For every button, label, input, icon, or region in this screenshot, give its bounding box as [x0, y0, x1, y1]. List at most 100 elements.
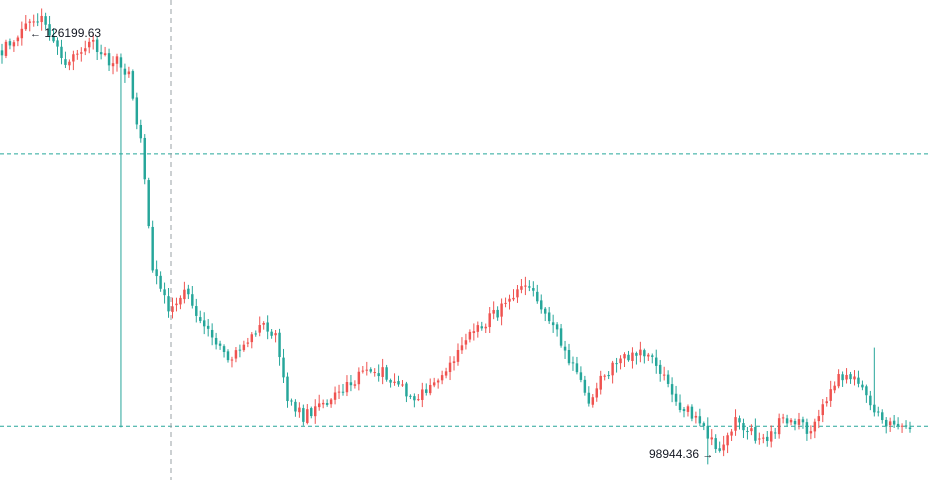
candle — [191, 285, 194, 309]
candle-body — [202, 320, 206, 327]
candle — [476, 321, 480, 338]
candle-body — [218, 343, 222, 346]
candle — [179, 295, 182, 310]
candle — [64, 51, 67, 69]
candle — [670, 377, 674, 403]
candle — [369, 367, 372, 374]
candle-body — [805, 422, 809, 434]
candle-body — [480, 326, 484, 329]
candle-body — [563, 346, 567, 351]
candle — [103, 46, 107, 57]
candle — [540, 294, 543, 314]
low-price-label: 98944.36 — [649, 447, 700, 461]
candle-body — [151, 226, 154, 271]
candle — [655, 349, 658, 374]
candle — [853, 370, 856, 386]
candle-body — [123, 68, 127, 75]
candle — [4, 39, 8, 59]
candle-body — [417, 399, 420, 401]
candle — [72, 50, 75, 71]
candle-body — [317, 403, 321, 408]
candle — [266, 315, 269, 340]
candle-body — [329, 399, 333, 405]
candle — [56, 37, 59, 55]
candle-body — [793, 420, 797, 425]
candle — [607, 371, 610, 380]
candle-body — [615, 363, 618, 365]
candle-body — [520, 286, 523, 290]
candle-body — [484, 326, 487, 329]
candle — [254, 330, 257, 337]
candle-body — [294, 401, 297, 412]
candle — [91, 34, 95, 50]
candle — [361, 365, 365, 374]
candle-body — [405, 383, 408, 397]
candle-body — [270, 331, 273, 336]
candle-body — [425, 389, 428, 393]
candle — [302, 404, 305, 426]
candle-body — [199, 317, 202, 321]
high-marker-arrow: ← — [30, 28, 41, 40]
candle — [734, 409, 737, 436]
candle — [218, 340, 222, 350]
candle — [532, 281, 535, 297]
candle — [80, 47, 83, 62]
candle-body — [337, 391, 341, 393]
candle-body — [532, 288, 535, 291]
candle-body — [496, 309, 499, 318]
candle — [163, 282, 166, 304]
candle-body — [579, 372, 583, 380]
candle-body — [290, 400, 293, 402]
candle-body — [314, 406, 317, 417]
candle-body — [762, 437, 765, 439]
candle — [230, 356, 234, 368]
candle — [250, 332, 254, 349]
candle-body — [896, 423, 900, 427]
candle-body — [722, 444, 725, 451]
candle-body — [551, 322, 555, 326]
candle — [849, 371, 852, 384]
candle — [484, 323, 487, 334]
candle-body — [512, 297, 515, 300]
candle-body — [635, 353, 638, 356]
candle-body — [476, 325, 480, 332]
candle — [536, 284, 539, 304]
candle-body — [785, 418, 789, 424]
candle — [95, 37, 99, 61]
candle — [809, 425, 813, 440]
candle — [543, 307, 547, 322]
candle — [754, 418, 757, 444]
candle — [547, 306, 551, 324]
candle-body — [746, 431, 749, 433]
candle — [202, 312, 206, 335]
candle-body — [250, 334, 254, 343]
candle — [718, 441, 721, 453]
candle — [175, 297, 178, 312]
candle-body — [385, 367, 388, 380]
candle-body — [345, 382, 349, 393]
candle — [12, 40, 16, 52]
candle-body — [488, 313, 491, 328]
candle — [643, 348, 646, 364]
candle — [298, 402, 301, 418]
candle-body — [837, 374, 840, 387]
candle-body — [829, 389, 832, 401]
candle-body — [587, 392, 591, 404]
candle-body — [428, 384, 432, 394]
candle-body — [857, 377, 860, 384]
candle — [111, 56, 115, 75]
candle-body — [682, 409, 686, 412]
candle — [857, 370, 860, 388]
candle-body — [143, 137, 146, 180]
candle-body — [444, 371, 448, 376]
candle-body — [777, 418, 781, 435]
candle — [841, 371, 844, 387]
candle-body — [730, 431, 733, 436]
candle-body — [16, 37, 20, 42]
candle-body — [242, 344, 246, 351]
candle-body — [298, 407, 301, 413]
candle-body — [853, 376, 856, 380]
candle — [206, 319, 210, 337]
candle-body — [492, 310, 495, 314]
